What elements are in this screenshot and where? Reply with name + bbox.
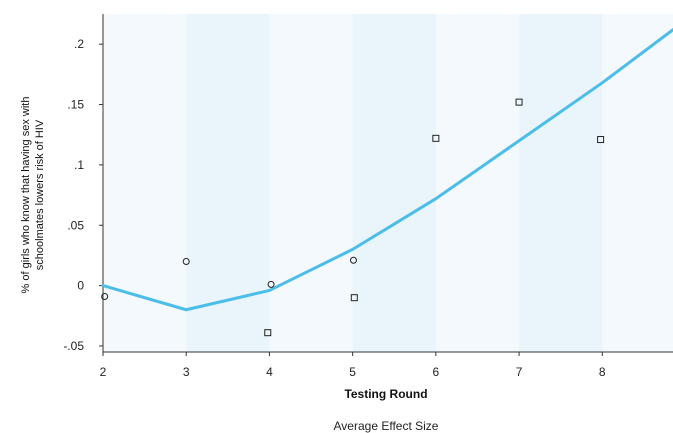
background-bands bbox=[103, 14, 673, 352]
x-tick-label: 4 bbox=[266, 365, 273, 379]
y-axis-ticks: -.05 0 .05 .1 .15 .2 bbox=[63, 37, 103, 353]
x-tick-label: 8 bbox=[599, 365, 606, 379]
y-tick-label: -.05 bbox=[63, 339, 84, 353]
y-tick-label: 0 bbox=[77, 279, 84, 293]
background-band bbox=[352, 14, 436, 352]
x-tick-label: 7 bbox=[516, 365, 523, 379]
background-band bbox=[519, 14, 603, 352]
circle-point bbox=[267, 280, 275, 288]
axes bbox=[102, 14, 673, 353]
square-point bbox=[432, 134, 440, 142]
circle-point bbox=[182, 257, 190, 265]
background-band bbox=[103, 14, 187, 352]
circle-point bbox=[349, 256, 357, 264]
x-tick-label: 2 bbox=[100, 365, 107, 379]
background-band bbox=[435, 14, 520, 352]
circle-point bbox=[101, 292, 109, 300]
background-band bbox=[186, 14, 270, 352]
x-tick-label: 6 bbox=[433, 365, 440, 379]
y-tick-label: .1 bbox=[74, 158, 84, 172]
trend-line bbox=[101, 28, 673, 312]
square-point bbox=[350, 294, 358, 302]
y-axis-label-line-2: schoolmates lowers risk of HIV bbox=[34, 119, 46, 270]
background-band bbox=[602, 14, 673, 352]
x-tick-label: 5 bbox=[349, 365, 356, 379]
square-point bbox=[515, 98, 523, 106]
y-tick-label: .15 bbox=[67, 98, 84, 112]
y-axis-label-line-1: % of girls who know that having sex with bbox=[20, 97, 32, 294]
chart-caption: Average Effect Size bbox=[334, 419, 439, 433]
y-tick-label: .2 bbox=[74, 37, 84, 51]
square-point bbox=[597, 136, 605, 144]
x-axis-label: Testing Round bbox=[344, 387, 427, 401]
x-axis-ticks: 2 3 4 5 6 7 8 bbox=[100, 352, 606, 379]
series-layer bbox=[101, 28, 673, 337]
y-tick-label: .05 bbox=[67, 218, 84, 232]
background-band bbox=[269, 14, 353, 352]
x-tick-label: 3 bbox=[183, 365, 190, 379]
square-point bbox=[264, 329, 272, 337]
